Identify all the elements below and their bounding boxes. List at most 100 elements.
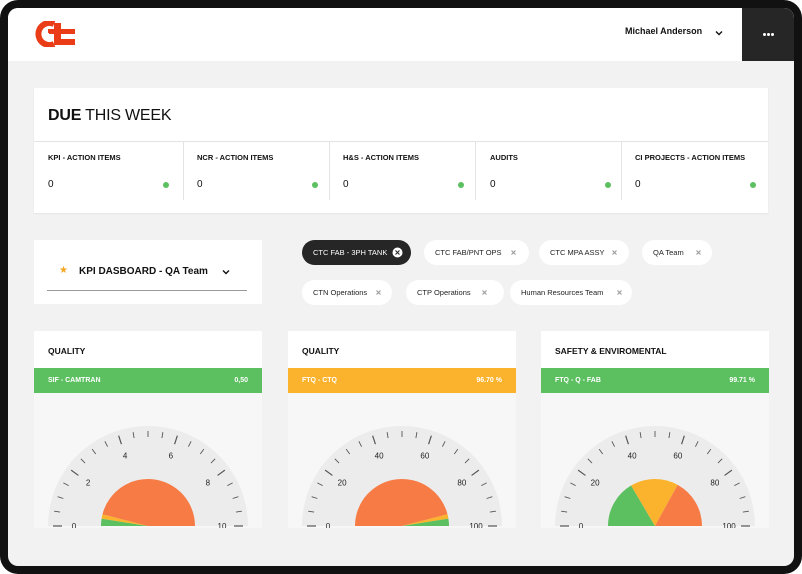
gauge-tick — [471, 469, 480, 476]
gauge-tick — [80, 458, 86, 464]
gauge-tick — [188, 441, 192, 447]
gauge-zone — [655, 484, 702, 526]
gauge-tick — [210, 458, 216, 464]
filter-chip[interactable]: CTC FAB - 3PH TANK — [302, 240, 411, 265]
gauge-tick — [489, 510, 496, 513]
close-icon[interactable] — [392, 247, 403, 258]
close-icon[interactable] — [609, 247, 620, 258]
gauge-tick — [235, 510, 242, 513]
filter-chip[interactable]: CTN Operations — [302, 280, 392, 305]
status-dot — [312, 182, 318, 188]
gauge-tick — [199, 448, 205, 455]
close-icon[interactable] — [508, 247, 519, 258]
gauge-scale-label: 60 — [420, 452, 429, 461]
gauge-card[interactable]: SAFETY & ENVIROMENTAL FTQ - Q - FAB 99.7… — [541, 331, 769, 528]
gauge-background — [302, 426, 502, 526]
gauge-tick — [724, 469, 733, 476]
gauge-tick — [174, 435, 178, 445]
gauge-tick — [372, 435, 376, 445]
kpi-band: FTQ - Q - FAB 99.71 % — [541, 368, 769, 393]
more-horizontal-icon — [763, 33, 766, 36]
gauge-tick — [54, 510, 61, 513]
gauge-tick — [587, 458, 593, 464]
due-cell-value: 0 — [48, 179, 54, 190]
close-icon[interactable] — [373, 287, 384, 298]
gauge-scale-label: 80 — [710, 479, 719, 488]
due-cell-kpi[interactable]: KPI - ACTION ITEMS 0 — [48, 142, 184, 200]
more-dot — [771, 33, 774, 36]
filter-chip[interactable]: CTC FAB/PNT OPS — [424, 240, 529, 265]
more-dot — [767, 33, 770, 36]
gauge-tick — [706, 448, 712, 455]
gauge-tick — [486, 496, 493, 499]
gauge-tick — [232, 496, 239, 499]
gauge-card[interactable]: QUALITY FTQ - CTQ 96.70 % 0 20 40 60 80 100 — [288, 331, 516, 528]
gauge-tick — [453, 448, 459, 455]
due-cell-audits[interactable]: AUDITS 0 — [490, 142, 622, 200]
gauge-scale-label: 8 — [206, 479, 211, 488]
due-cell-ncr[interactable]: NCR - ACTION ITEMS 0 — [197, 142, 329, 200]
gauge-tick — [70, 469, 79, 476]
gauge-tick — [324, 469, 333, 476]
close-icon[interactable] — [693, 247, 704, 258]
gauge-tick — [132, 432, 135, 439]
due-cell-hs[interactable]: H&S - ACTION ITEMS 0 — [343, 142, 475, 200]
gauge-zone — [101, 514, 148, 526]
kpi-name: FTQ - Q - FAB — [555, 377, 601, 384]
user-name[interactable]: Michael Anderson — [625, 26, 703, 36]
gauge-scale-label: 20 — [338, 479, 347, 488]
kpi-value: 0,50 — [234, 377, 248, 384]
gauge-tick — [739, 496, 746, 499]
company-logo[interactable] — [34, 21, 76, 47]
gauge: 0 2 4 6 8 10 — [48, 426, 248, 528]
close-icon[interactable] — [479, 287, 490, 298]
status-dot — [163, 182, 169, 188]
gauge-tick — [564, 496, 571, 499]
gauge: 0 20 40 60 80 100 — [302, 426, 502, 528]
chevron-down-icon[interactable] — [715, 29, 723, 37]
app-screen: Michael Anderson DUE THIS WEEK KPI - ACT… — [8, 8, 794, 566]
gauge: 0 20 40 60 80 100 — [555, 426, 755, 528]
dashboard-label: KPI DASBOARD - QA Team — [79, 266, 208, 277]
divider — [34, 141, 768, 142]
filter-chip[interactable]: Human Resources Team — [510, 280, 632, 305]
chevron-down-icon[interactable] — [222, 268, 230, 276]
due-cell-ci-projects[interactable]: CI PROJECTS - ACTION ITEMS 0 — [635, 142, 765, 200]
gauge-tick — [598, 448, 604, 455]
dashboard-selector[interactable]: ★ KPI DASBOARD - QA Team — [34, 240, 262, 304]
divider — [183, 142, 184, 200]
due-cell-value: 0 — [635, 179, 641, 190]
gauge-tick — [442, 441, 446, 447]
divider — [329, 142, 330, 200]
gauge-tick — [717, 458, 723, 464]
gauge-tick — [334, 458, 340, 464]
kpi-name: SIF - CAMTRAN — [48, 377, 101, 384]
more-menu-button[interactable] — [742, 8, 794, 61]
chip-label: CTP Operations — [417, 288, 471, 297]
gauge-tick — [161, 432, 164, 439]
gauge-scale-label: 0 — [72, 522, 77, 528]
close-icon[interactable] — [614, 287, 625, 298]
filter-chip[interactable]: QA Team — [642, 240, 712, 265]
gauge-tick — [734, 482, 740, 486]
gauge-card-title: QUALITY — [302, 346, 340, 356]
gauge-card[interactable]: QUALITY SIF - CAMTRAN 0,50 0 2 4 6 8 10 — [34, 331, 262, 528]
gauge-tick — [308, 510, 315, 513]
filter-chip[interactable]: CTP Operations — [406, 280, 504, 305]
divider — [621, 142, 622, 200]
chip-label: CTC FAB/PNT OPS — [435, 248, 502, 257]
gauge-zone — [402, 514, 449, 526]
gauge-zone — [355, 479, 448, 526]
due-title: DUE THIS WEEK — [48, 107, 172, 124]
chip-label: CTN Operations — [313, 288, 368, 297]
chip-label: Human Resources Team — [521, 288, 604, 297]
gauge-tick — [428, 435, 432, 445]
filter-chip[interactable]: CTC MPA ASSY — [539, 240, 629, 265]
gauge-scale-label: 20 — [591, 479, 600, 488]
due-cell-value: 0 — [343, 179, 349, 190]
gauge-scale-label: 100 — [469, 522, 483, 528]
gauge-tick — [118, 435, 122, 445]
chip-label: CTC MPA ASSY — [550, 248, 605, 257]
gauge-scale-label: 0 — [326, 522, 331, 528]
gauge-scale-label: 6 — [169, 452, 174, 461]
